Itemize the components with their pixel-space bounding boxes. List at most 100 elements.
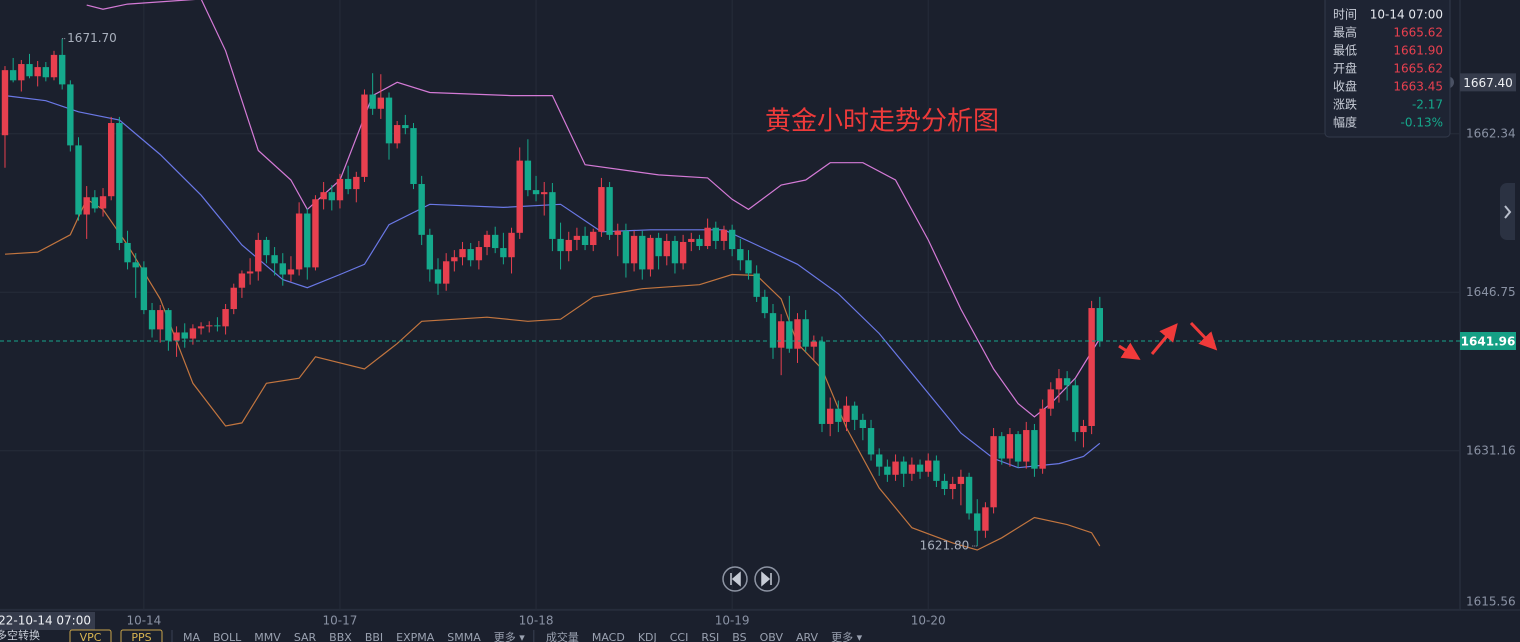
candle-body: [9, 70, 17, 81]
candle-body: [402, 125, 409, 129]
candle-body: [745, 260, 752, 274]
toolbar-box[interactable]: [69, 629, 112, 642]
candle-body: [532, 190, 540, 195]
x-tick-label: 10-14: [126, 614, 161, 628]
candle-body: [336, 178, 344, 201]
toolbar-item[interactable]: 更多 ▾: [494, 630, 525, 642]
toolbar-item[interactable]: SAR: [294, 631, 317, 642]
candle-body: [255, 239, 262, 272]
toolbar-item[interactable]: 更多 ▾: [831, 630, 862, 642]
toolbar-item[interactable]: OBV: [760, 631, 784, 642]
candle-body: [50, 54, 58, 78]
candle-body: [344, 178, 352, 190]
candle-body: [312, 199, 319, 268]
candle-body: [442, 261, 450, 284]
candle-body: [704, 227, 711, 247]
y-tick-label: 1646.75: [1466, 285, 1516, 299]
playback-controls[interactable]: [722, 566, 780, 592]
candle-body: [157, 310, 164, 330]
candle-body: [132, 262, 139, 268]
toolbar-item[interactable]: SMMA: [447, 631, 481, 642]
crosshair-price-tag: [1460, 73, 1516, 92]
candle-body: [75, 145, 82, 215]
candle-body: [451, 257, 458, 262]
candle-body: [516, 160, 523, 233]
candle-body: [263, 239, 270, 256]
toolbar-item[interactable]: BOLL: [213, 631, 242, 642]
next-button[interactable]: [754, 566, 780, 592]
candle-body: [794, 319, 801, 349]
candle-body: [377, 97, 385, 109]
toolbar-item[interactable]: MMV: [254, 631, 281, 642]
candle-body: [777, 321, 785, 348]
candle-body: [361, 94, 368, 177]
candle-body: [818, 341, 826, 424]
x-tick-label: 10-18: [519, 614, 554, 628]
toolbar-item[interactable]: KDJ: [638, 631, 657, 642]
candle-body: [173, 332, 180, 341]
candle-body: [369, 94, 376, 109]
band-line: [86, 0, 1101, 418]
tooltip-key: 涨跌: [1333, 97, 1357, 112]
candle-body: [1096, 308, 1104, 341]
candle-body: [982, 507, 989, 531]
crosshair-time-label: 2022-10-14 07:00: [0, 614, 91, 628]
candle-body: [761, 296, 769, 314]
candle-body: [287, 269, 295, 275]
candle-body: [58, 54, 66, 85]
candle-body: [34, 67, 41, 77]
chart-title: 黄金小时走势分析图: [765, 107, 999, 137]
toolbar-item[interactable]: VPC: [80, 631, 102, 642]
candle-body: [810, 341, 818, 347]
candle-body: [1006, 434, 1014, 459]
candle-body: [786, 321, 793, 349]
candle-body: [606, 187, 613, 235]
candle-body: [737, 249, 744, 261]
candle-body: [671, 240, 679, 264]
toolbar-item[interactable]: ARV: [796, 631, 819, 642]
tooltip-value: 1661.90: [1393, 44, 1443, 58]
candle-body: [500, 248, 507, 258]
toolbar-item[interactable]: RSI: [701, 631, 719, 642]
toolbar-item[interactable]: 成交量: [546, 630, 579, 642]
toolbar-item[interactable]: BS: [732, 631, 746, 642]
toolbar-item[interactable]: BBX: [329, 631, 352, 642]
toolbar-item[interactable]: MACD: [592, 631, 625, 642]
candle-body: [1039, 408, 1046, 469]
annotation-label: 1621.80: [920, 538, 970, 552]
candle-body: [753, 273, 760, 297]
toolbar: 多空转换 VPC PPS MA BOLL MMV SAR BBX BBI EXPMA SMMA 更多 …: [0, 628, 863, 642]
candle-body: [581, 235, 589, 246]
candle-body: [925, 460, 932, 472]
tooltip-value: 1663.45: [1393, 80, 1443, 94]
candle-body: [475, 247, 483, 261]
y-tick-label: 1662.34: [1466, 126, 1516, 140]
candle-body: [639, 235, 646, 270]
candle-body: [965, 476, 973, 514]
toolbar-item[interactable]: BBI: [365, 631, 383, 642]
candle-body: [99, 196, 107, 209]
toolbar-item[interactable]: EXPMA: [396, 631, 435, 642]
band-line: [4, 198, 1101, 551]
next-icon: [761, 571, 772, 587]
side-tab[interactable]: [1500, 183, 1515, 240]
candle-body: [42, 67, 50, 78]
y-tick-label: 1615.56: [1466, 595, 1516, 609]
candle-body: [892, 461, 899, 475]
toolbar-item[interactable]: MA: [183, 631, 200, 642]
toolbar-item[interactable]: 多空转换: [0, 628, 40, 642]
candle-body: [214, 325, 221, 327]
candle-body: [974, 513, 981, 531]
side-tab-bg[interactable]: [1500, 183, 1515, 240]
toolbar-item[interactable]: CCI: [670, 631, 689, 642]
candle-body: [802, 319, 809, 347]
tooltip-value: 10-14 07:00: [1370, 8, 1443, 22]
toolbar-item[interactable]: PPS: [131, 631, 151, 642]
band-line: [4, 95, 1101, 469]
candle-body: [426, 234, 434, 270]
prev-button[interactable]: [722, 566, 748, 592]
prev-icon: [730, 571, 741, 587]
candle-body: [148, 310, 156, 330]
toolbar-box[interactable]: [120, 629, 163, 642]
